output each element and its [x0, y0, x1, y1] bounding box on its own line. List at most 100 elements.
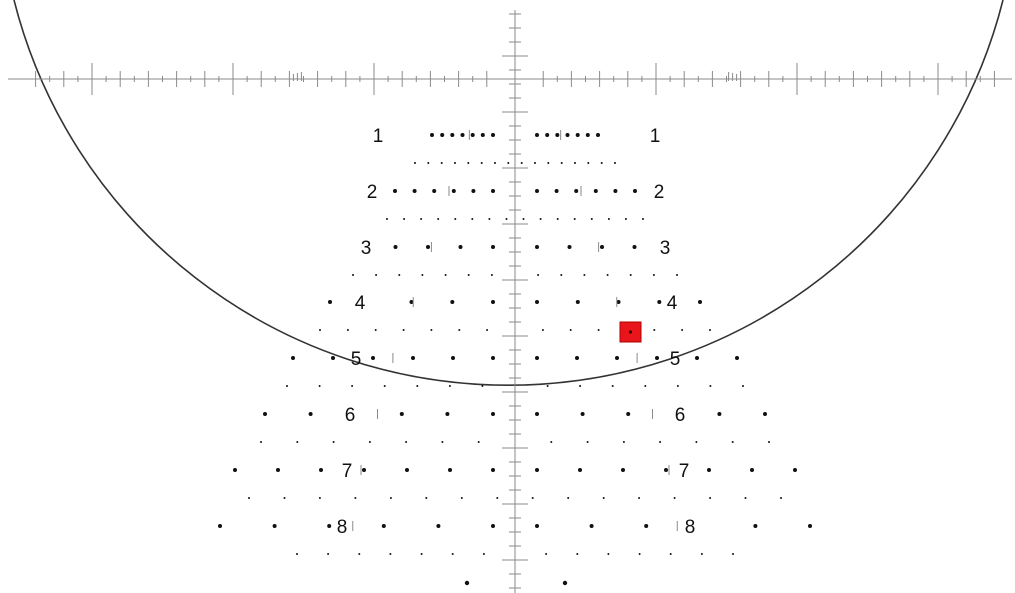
fine-dot: [681, 329, 684, 331]
fine-dot: [531, 497, 534, 499]
fine-dot: [576, 553, 579, 555]
holdover-dot: [621, 468, 625, 472]
fine-dot: [560, 274, 563, 276]
holdover-dot: [405, 468, 409, 472]
holdover-dot: [567, 245, 572, 249]
holdover-dot: [451, 189, 456, 193]
fine-dot: [358, 553, 361, 555]
fine-dot: [451, 553, 454, 555]
holdover-dot: [535, 245, 539, 249]
fine-dot: [742, 385, 744, 387]
fine-dot: [505, 218, 508, 220]
fine-dot: [611, 385, 614, 387]
fine-dot: [731, 441, 734, 443]
holdover-dot: [574, 189, 579, 193]
fine-dot: [486, 329, 489, 331]
marker-center-dot: [628, 330, 633, 334]
holdover-dot: [575, 133, 580, 137]
holdover-dot: [328, 300, 332, 304]
fine-dot: [420, 553, 423, 555]
holdover-dot: [233, 468, 237, 472]
holdover-dot: [585, 133, 590, 137]
fine-dot: [416, 385, 419, 387]
fine-dot: [352, 274, 354, 276]
holdover-dot: [562, 580, 568, 586]
fine-dot: [644, 385, 647, 387]
fine-dot: [448, 385, 451, 387]
holdover-dot: [600, 245, 604, 249]
fine-dot: [590, 218, 593, 220]
fine-dot: [522, 218, 525, 220]
fine-dot: [768, 441, 770, 443]
fine-dot: [467, 274, 470, 276]
holdover-dot: [535, 524, 539, 528]
fine-dot: [579, 385, 582, 387]
fine-dot: [296, 441, 299, 443]
holdover-dot: [793, 468, 797, 472]
fine-dot: [537, 274, 540, 276]
fine-dot: [383, 385, 386, 387]
holdover-dot: [458, 245, 463, 249]
holdover-dot: [491, 245, 495, 249]
holdover-dot: [327, 524, 332, 528]
fine-dot: [560, 162, 563, 164]
row-label-right: 7: [679, 461, 690, 482]
holdover-dot: [362, 468, 366, 472]
holdover-dot: [763, 412, 767, 416]
fine-dot: [624, 218, 627, 220]
fine-dot: [319, 329, 321, 331]
fine-dot: [368, 441, 371, 443]
fine-dot: [622, 441, 625, 443]
vertical-stadia-line: [502, 10, 528, 593]
fine-dot: [421, 274, 424, 276]
fine-dot: [444, 274, 447, 276]
holdover-dot: [491, 133, 495, 137]
holdover-dot: [450, 300, 455, 304]
fine-dot: [709, 329, 711, 331]
row-label-right: 3: [660, 238, 671, 259]
fine-dot: [520, 162, 523, 164]
row-label-left: 8: [337, 517, 348, 538]
row-label-right: 1: [650, 126, 661, 147]
holdover-dot: [426, 245, 430, 249]
fine-dot: [700, 553, 703, 555]
fine-dot: [600, 162, 603, 164]
row-label-right: 6: [675, 405, 686, 426]
fine-dot: [732, 553, 734, 555]
row-label-right: 5: [670, 349, 681, 370]
holdover-dot: [808, 524, 812, 528]
fine-dot: [567, 497, 570, 499]
fine-dot: [389, 497, 392, 499]
fine-dot: [541, 329, 544, 331]
holdover-dot: [735, 356, 739, 360]
row-label-left: 7: [342, 461, 353, 482]
row-label-left: 1: [373, 126, 384, 147]
holdover-dot: [753, 524, 758, 528]
fine-dot: [534, 162, 536, 164]
fine-dot: [327, 553, 330, 555]
holdover-dot: [575, 356, 579, 360]
fine-dot: [587, 162, 590, 164]
holdover-dot: [491, 524, 495, 528]
fine-dot: [318, 497, 321, 499]
holdover-dot: [291, 356, 295, 360]
fine-dot: [454, 162, 456, 164]
holdover-dot: [750, 468, 754, 472]
row-label-left: 2: [367, 182, 378, 203]
fine-dot: [454, 218, 457, 220]
fine-dot: [614, 162, 616, 164]
fine-dot: [709, 497, 712, 499]
fine-dot: [248, 497, 250, 499]
fine-dot: [402, 329, 405, 331]
holdover-dot: [578, 468, 582, 472]
fine-dot: [286, 385, 288, 387]
holdover-dot: [263, 412, 267, 416]
fine-dot: [398, 274, 401, 276]
holdover-dot: [575, 300, 580, 304]
holdover-dot: [470, 133, 475, 137]
holdover-dot: [331, 356, 335, 360]
fine-dot: [260, 441, 262, 443]
holdover-dot: [491, 412, 495, 416]
holdover-dot: [535, 300, 539, 304]
